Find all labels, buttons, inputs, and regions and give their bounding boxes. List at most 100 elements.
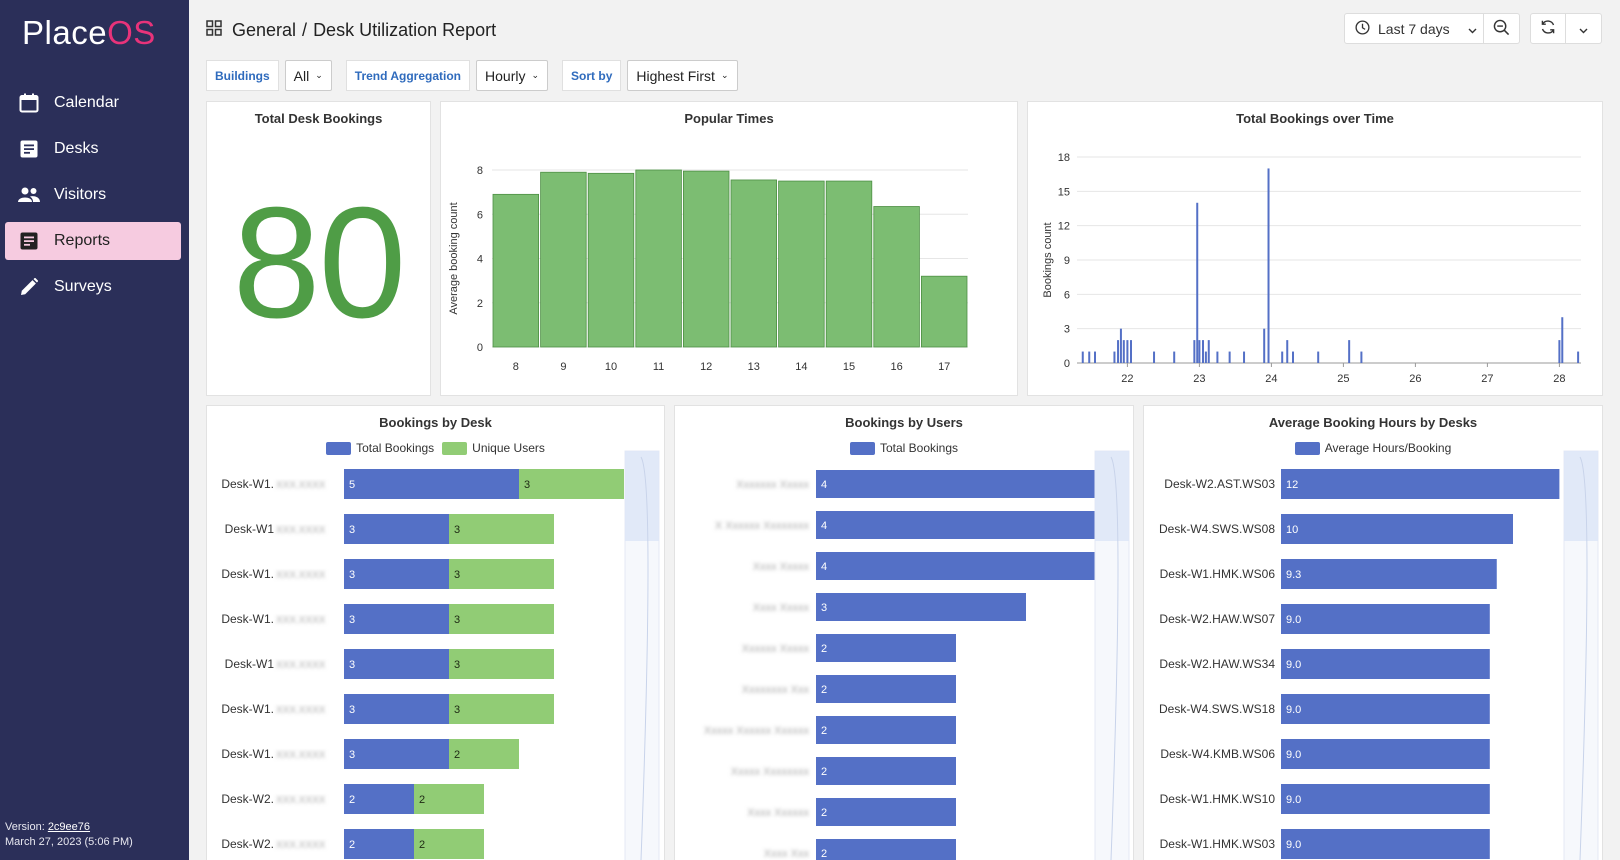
bar-value-label: 2	[349, 839, 355, 851]
refresh-options-button[interactable]	[1566, 13, 1602, 44]
bar	[1126, 340, 1129, 363]
sidebar-item-visitors[interactable]: Visitors	[5, 176, 181, 214]
bar-value-label: 2	[821, 684, 827, 696]
bar	[1281, 694, 1490, 724]
bar	[873, 206, 920, 348]
trend-aggregation-select[interactable]: Hourly ⌄	[476, 60, 549, 91]
bar-value-label: 9.0	[1286, 614, 1301, 626]
y-category-label: Desk-W1	[225, 657, 275, 671]
average-booking-hours-panel: Average Booking Hours by Desks Average H…	[1143, 405, 1603, 860]
x-tick-label: 15	[843, 361, 855, 373]
blurred-desk-suffix: XXX.XXXX	[276, 705, 326, 716]
chart-legend: Total Bookings	[675, 441, 1133, 455]
sidebar-item-label: Calendar	[54, 94, 119, 111]
legend-label: Total Bookings	[879, 441, 959, 455]
sort-by-label: Sort by	[562, 60, 622, 91]
filter-bar: Buildings All ⌄ Trend Aggregation Hourly ⌄…	[206, 60, 752, 91]
breadcrumb-root[interactable]: General	[232, 19, 297, 40]
y-tick-label: 6	[1064, 289, 1070, 301]
bar	[1286, 340, 1289, 363]
bar-value-label: 3	[349, 659, 355, 671]
chevron-down-icon	[1579, 21, 1588, 37]
refresh-button[interactable]	[1530, 13, 1566, 44]
y-tick-label: 8	[477, 165, 483, 177]
sort-by-select[interactable]: Highest First ⌄	[627, 60, 738, 91]
blurred-desk-suffix: XXX.XXXX	[276, 525, 326, 536]
placeos-logo[interactable]: PlaceOS	[22, 14, 156, 52]
buildings-select[interactable]: All ⌄	[284, 60, 332, 91]
blurred-user-name: Xxxx Xxx	[764, 848, 810, 860]
legend-item-average-hours[interactable]: Average Hours/Booking	[1294, 441, 1451, 455]
bar-value-label: 3	[349, 749, 355, 761]
x-tick-label: 9	[560, 361, 566, 373]
bar-value-label: 12	[1286, 479, 1298, 491]
bar	[540, 171, 587, 348]
sidebar-item-desks[interactable]: Desks	[5, 130, 181, 168]
bar	[1081, 351, 1084, 363]
x-tick-label: 16	[890, 361, 902, 373]
sidebar-item-surveys[interactable]: Surveys	[5, 268, 181, 306]
bar-value-label: 2	[821, 643, 827, 655]
bar-value-label: 10	[1286, 524, 1298, 536]
zoom-out-button[interactable]	[1484, 13, 1520, 44]
breadcrumb-separator: /	[302, 19, 308, 40]
zoom-out-icon	[1493, 19, 1510, 39]
bar	[1130, 340, 1132, 363]
bar	[449, 604, 554, 634]
blurred-user-name: Xxxx Xxxxxx	[747, 807, 809, 819]
x-tick-label: 27	[1481, 373, 1493, 385]
bar	[778, 180, 825, 348]
bar	[920, 275, 968, 348]
popular-times-chart[interactable]: 0 2 4 6 8 Average booking count 8 9 10 11 12 13 14 15…	[441, 102, 1019, 397]
bar	[1207, 340, 1210, 363]
sidebar-item-label: Surveys	[54, 278, 112, 295]
bar	[1122, 340, 1125, 363]
blurred-user-name: Xxxxxxxx Xxx	[742, 684, 810, 696]
sidebar-item-label: Desks	[54, 140, 99, 157]
legend-item-unique-users[interactable]: Unique Users	[442, 441, 545, 455]
bar	[344, 649, 449, 679]
blurred-desk-suffix: XXX.XXXX	[276, 750, 326, 761]
sidebar-item-calendar[interactable]: Calendar	[5, 84, 181, 122]
bar	[1198, 340, 1201, 363]
bar	[1281, 649, 1490, 679]
average-booking-hours-chart[interactable]: Desk-W2.AST.WS03 12 Desk-W4.SWS.WS08 10 Desk…	[1144, 406, 1604, 860]
bar	[1113, 351, 1116, 363]
bar	[449, 514, 554, 544]
trend-aggregation-value: Hourly	[485, 67, 526, 84]
bar	[1558, 340, 1561, 363]
bar	[1216, 351, 1219, 363]
y-category-label: Desk-W4.KMB.WS06	[1160, 747, 1275, 761]
sidebar-item-reports[interactable]: Reports	[5, 222, 181, 260]
logo-text-os: OS	[107, 14, 156, 51]
bar-value-label: 2	[821, 766, 827, 778]
bar	[344, 739, 449, 769]
bar-value-label: 2	[821, 725, 827, 737]
bar-value-label: 3	[454, 614, 460, 626]
bar	[1281, 351, 1284, 363]
bar	[1094, 351, 1096, 363]
legend-label: Total Bookings	[356, 441, 435, 455]
time-range-picker[interactable]: Last 7 days	[1344, 13, 1484, 44]
bar	[816, 675, 956, 703]
bar	[816, 470, 1096, 498]
version-hash-link[interactable]: 2c9ee76	[47, 821, 91, 833]
x-tick-label: 24	[1265, 373, 1277, 385]
bar-value-label: 3	[349, 524, 355, 536]
legend-item-total-bookings[interactable]: Total Bookings	[849, 441, 959, 455]
clock-icon	[1355, 19, 1370, 38]
bar	[1119, 328, 1122, 363]
y-tick-label: 9	[1064, 255, 1070, 267]
calendar-icon	[18, 92, 40, 114]
dashboard-grid-icon[interactable]	[206, 19, 222, 41]
bookings-over-time-chart[interactable]: 0 3 6 9 12 15 18 Bookings count 22 23 24 25 26 27 28	[1028, 102, 1604, 397]
bar-value-label: 9.0	[1286, 794, 1301, 806]
y-tick-label: 6	[477, 209, 483, 221]
blurred-user-name: Xxxxx Xxxxxx Xxxxxx	[704, 725, 810, 737]
bar	[1243, 351, 1246, 363]
bar	[1267, 168, 1270, 363]
legend-item-total-bookings[interactable]: Total Bookings	[326, 441, 434, 455]
bookings-by-users-chart[interactable]: Xxxxxxx Xxxxx 4 X Xxxxxx Xxxxxxxx 4 Xxxx Xxx…	[675, 406, 1135, 860]
y-category-label: Desk-W4.SWS.WS08	[1159, 522, 1275, 536]
